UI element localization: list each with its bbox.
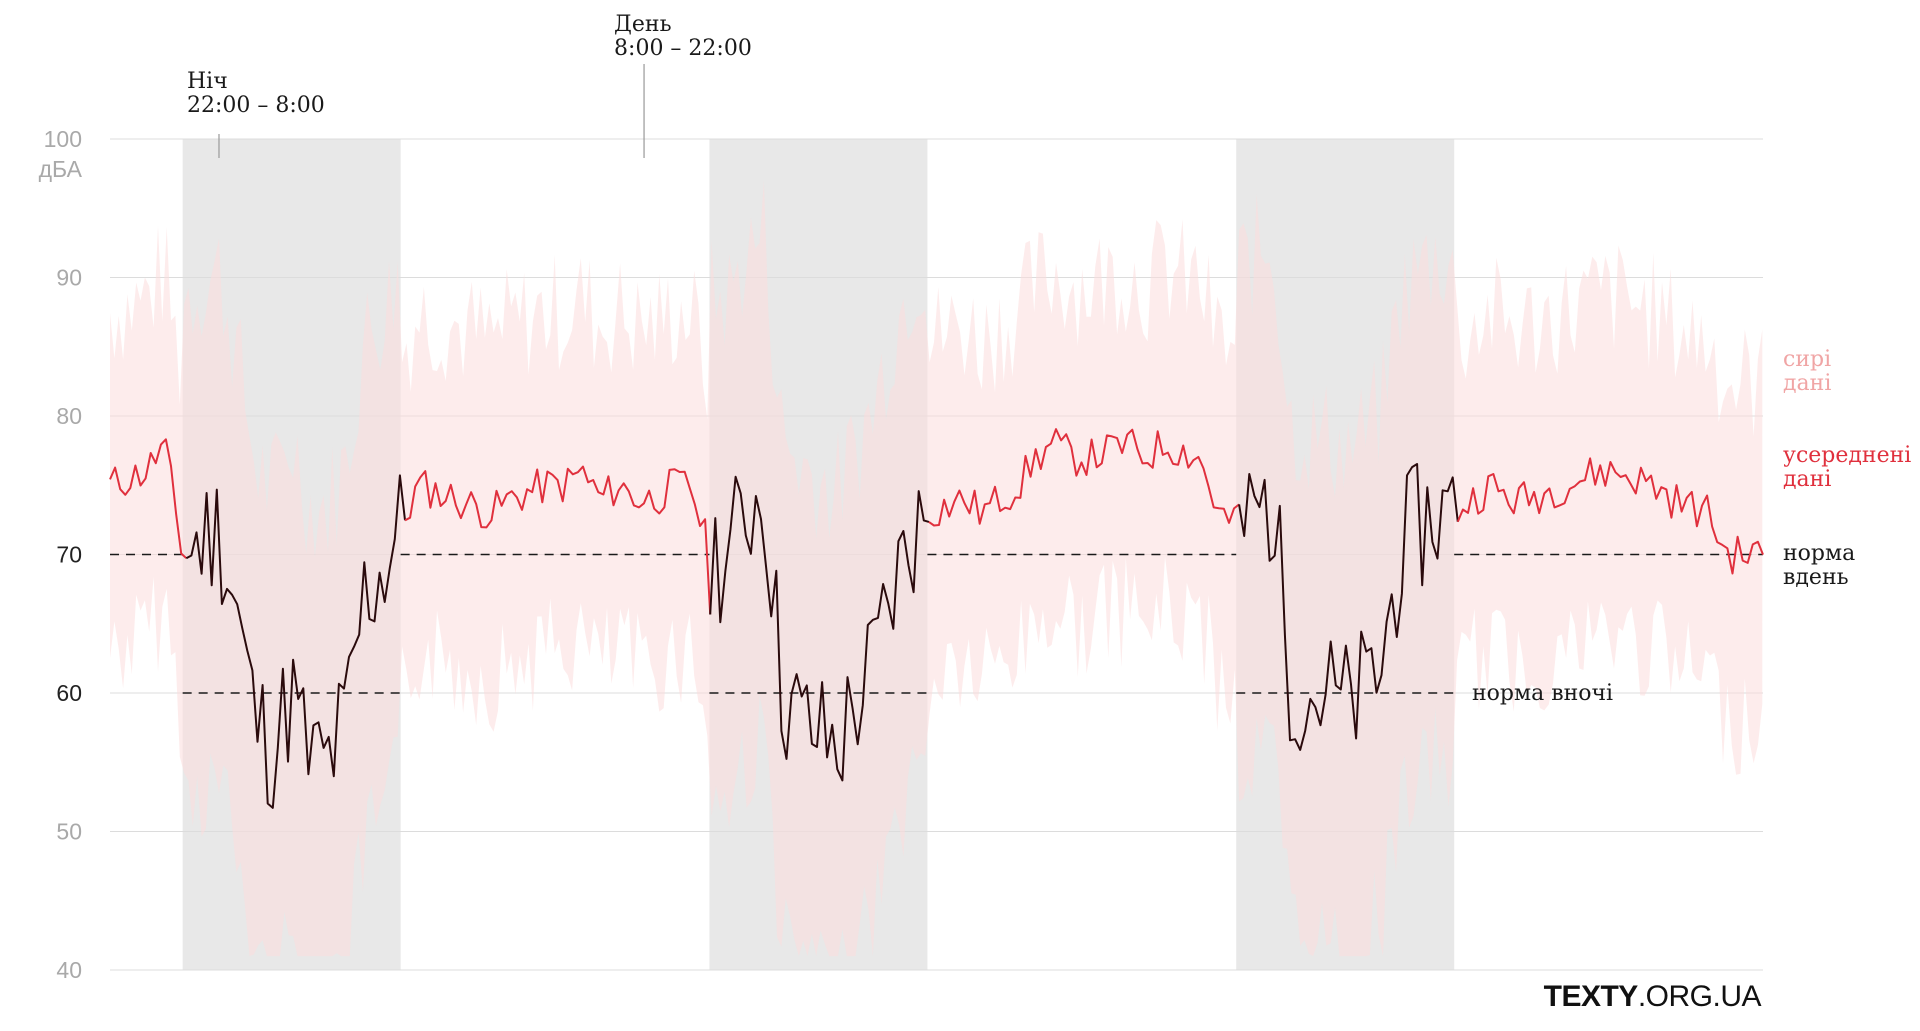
y-tick-100: 100 [44,126,82,152]
average-line-segment-7 [1456,457,1764,575]
logo-rest: .ORG.UA [1637,980,1762,1013]
legend-raw-line2: дані [1783,371,1831,396]
average-line-segment-3 [404,465,712,615]
day-norm-label-line1: норма [1783,541,1855,566]
y-tick-80: 80 [56,403,82,429]
day-annotation-title: День [614,12,672,37]
average-series [109,428,1764,809]
night-annotation-title: Ніч [187,69,228,94]
night-norm-label: норма вночі [1472,681,1613,706]
y-tick-60: 60 [56,680,82,706]
y-tick-70: 70 [56,542,82,568]
y-tick-50: 50 [56,819,82,845]
average-line-segment-5 [928,428,1240,527]
y-tick-90: 90 [56,265,82,291]
average-line-segment-6 [1238,463,1459,751]
average-line-segment-1 [109,438,187,559]
raw-data-area [110,180,1763,957]
legend-avg-line2: дані [1783,467,1831,492]
y-unit-label: дБА [39,156,83,182]
legend-avg-line1: усереднені [1783,443,1911,468]
average-line-segment-2 [185,474,406,809]
logo-bold: TEXTY [1543,980,1639,1013]
average-line-segment-4 [709,475,930,782]
night-annotation-time: 22:00 – 8:00 [187,93,325,118]
texty-logo: TEXTY.ORG.UA [1543,980,1762,1014]
day-annotation-time: 8:00 – 22:00 [614,36,752,61]
day-norm-label-line2: вдень [1783,565,1849,590]
norm-lines [110,553,1763,694]
raw-data-band [110,180,1763,957]
y-axis-ticks: 40 50 60 70 80 90 100 дБА [39,126,83,983]
legend-raw-line1: сирі [1783,347,1831,372]
y-tick-40: 40 [56,957,82,983]
